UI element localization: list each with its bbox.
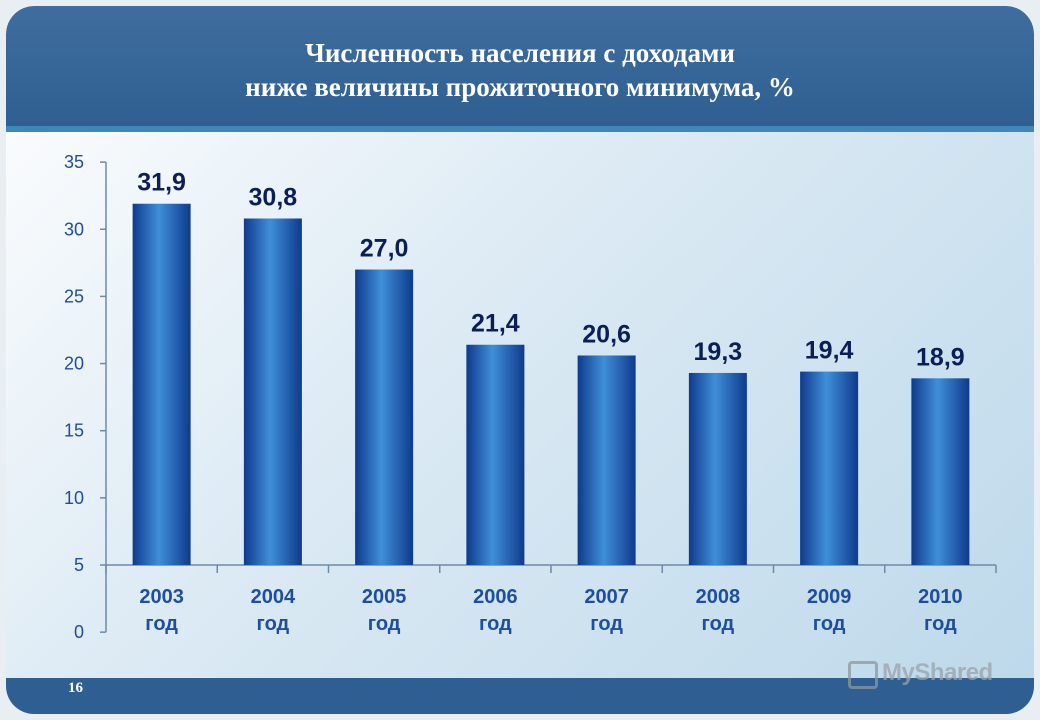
header-bar bbox=[6, 6, 1034, 126]
bar-2009 bbox=[800, 371, 859, 565]
x-tick-label: 2008 bbox=[696, 586, 741, 608]
y-tick-label: 25 bbox=[64, 286, 84, 306]
x-tick-label: 2005 bbox=[362, 586, 407, 608]
x-tick-suffix: год bbox=[702, 613, 735, 635]
footer-bar bbox=[6, 678, 1034, 714]
bar-2005 bbox=[355, 269, 414, 565]
shop-icon bbox=[848, 661, 878, 689]
y-tick-label: 5 bbox=[74, 555, 84, 575]
y-tick-label: 35 bbox=[64, 152, 84, 172]
x-tick-suffix: год bbox=[257, 613, 290, 635]
bar-2010 bbox=[911, 378, 970, 565]
slide-title: Численность населения с доходами ниже ве… bbox=[6, 36, 1034, 104]
data-label: 20,6 bbox=[582, 320, 631, 348]
bar-2006 bbox=[466, 344, 525, 565]
x-tick-label: 2009 bbox=[807, 586, 852, 608]
data-label: 18,9 bbox=[916, 343, 965, 371]
x-tick-label: 2006 bbox=[473, 586, 518, 608]
x-tick-label: 2003 bbox=[139, 586, 184, 608]
header-divider bbox=[6, 126, 1034, 132]
bar-2007 bbox=[577, 355, 636, 565]
x-tick-suffix: год bbox=[145, 613, 178, 635]
data-label: 21,4 bbox=[471, 310, 520, 338]
x-tick-suffix: год bbox=[368, 613, 401, 635]
y-tick-label: 20 bbox=[64, 354, 84, 374]
data-label: 27,0 bbox=[360, 235, 409, 263]
x-tick-suffix: год bbox=[924, 613, 957, 635]
bar-2008 bbox=[688, 372, 747, 565]
data-label: 19,4 bbox=[805, 337, 854, 365]
page-number: 16 bbox=[68, 680, 83, 696]
x-tick-label: 2010 bbox=[918, 586, 963, 608]
watermark-logo: MyShared bbox=[848, 655, 1008, 695]
title-line-1: Численность населения с доходами bbox=[305, 38, 735, 68]
x-tick-suffix: год bbox=[813, 613, 846, 635]
slide: Численность населения с доходами ниже ве… bbox=[6, 6, 1034, 714]
y-tick-label: 10 bbox=[64, 488, 84, 508]
title-line-2: ниже величины прожиточного минимума, % bbox=[245, 72, 795, 102]
y-tick-label: 30 bbox=[64, 219, 84, 239]
data-label: 19,3 bbox=[694, 338, 743, 366]
y-tick-label: 15 bbox=[64, 421, 84, 441]
x-tick-label: 2007 bbox=[584, 586, 629, 608]
y-tick-label: 0 bbox=[74, 622, 84, 642]
x-tick-label: 2004 bbox=[251, 586, 296, 608]
x-tick-suffix: год bbox=[479, 613, 512, 635]
watermark-text: MyShared bbox=[882, 659, 993, 686]
x-tick-suffix: год bbox=[590, 613, 623, 635]
bar-2003 bbox=[132, 203, 191, 565]
data-label: 31,9 bbox=[137, 169, 186, 197]
bar-2004 bbox=[243, 218, 302, 566]
data-label: 30,8 bbox=[249, 184, 298, 212]
